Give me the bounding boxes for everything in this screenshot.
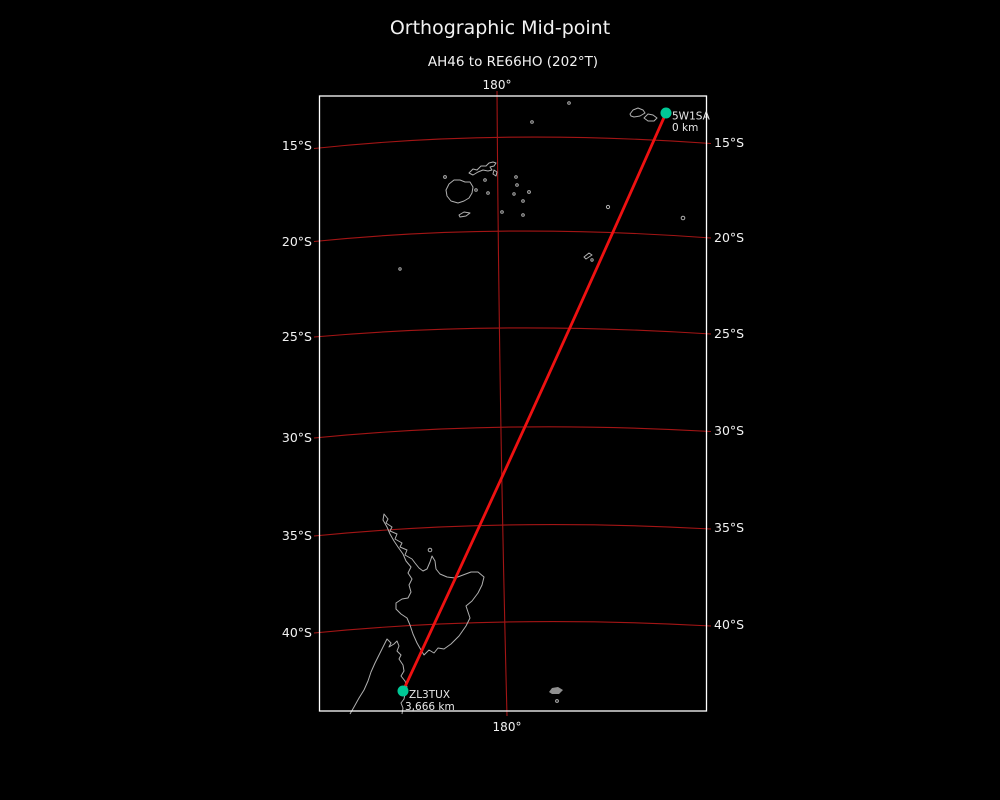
marker-distance: 3,666 km: [405, 701, 455, 713]
marker-annotations: 5W1SA 0 km ZL3TUX 3,666 km: [405, 111, 711, 714]
lat-label: 35°S: [714, 520, 744, 535]
page-title: Orthographic Mid-point: [390, 17, 610, 39]
lat-labels-left: 15°S 20°S 25°S 30°S 35°S 40°S: [282, 138, 312, 640]
map-frame: [318, 95, 708, 712]
great-circle-route-line: [401, 111, 668, 693]
coastlines: [349, 101, 686, 715]
lat-label: 15°S: [714, 135, 744, 150]
coast-taveuni: [492, 169, 498, 177]
lat-label: 20°S: [714, 230, 744, 245]
marker-callsign: ZL3TUX: [409, 689, 450, 701]
lat-label: 20°S: [282, 234, 312, 249]
coast-tongatapu: [583, 252, 593, 260]
coast-kadavu: [458, 211, 471, 218]
route-subtitle: AH46 to RE66HO (202°T): [428, 54, 598, 70]
meridian-label-top: 180°: [483, 78, 512, 92]
marker-callsign: 5W1SA: [672, 111, 711, 123]
lat-labels-right: 15°S 20°S 25°S 30°S 35°S 40°S: [714, 135, 744, 632]
lat-label: 15°S: [282, 138, 312, 153]
island-dots: [398, 101, 686, 703]
coast-upolu: [643, 113, 658, 122]
coast-nz-south-island: [349, 638, 408, 715]
lat-label: 40°S: [282, 625, 312, 640]
lat-label: 25°S: [282, 329, 312, 344]
lat-label: 30°S: [282, 430, 312, 445]
meridian-label-bottom: 180°: [493, 720, 522, 734]
coast-chatham: [549, 687, 563, 694]
parallel-20s: [313, 230, 712, 243]
graticule-grid: [313, 90, 712, 717]
parallel-40s: [313, 621, 712, 634]
coast-viti-levu: [445, 179, 474, 204]
lat-label: 35°S: [282, 528, 312, 543]
marker-endpoint-5w1sa: [660, 107, 672, 119]
marker-distance: 0 km: [672, 122, 698, 134]
lat-label: 40°S: [714, 617, 744, 632]
parallel-25s: [313, 327, 712, 338]
coast-nz-north-island: [382, 513, 485, 656]
marker-endpoint-zl3tux: [397, 685, 409, 697]
lat-label: 25°S: [714, 326, 744, 341]
coast-savaii: [629, 107, 646, 118]
meridian-180: [496, 90, 508, 717]
coast-vanua-levu: [468, 161, 497, 176]
lat-label: 30°S: [714, 423, 744, 438]
parallel-30s: [313, 426, 712, 439]
parallel-35s: [313, 524, 712, 537]
